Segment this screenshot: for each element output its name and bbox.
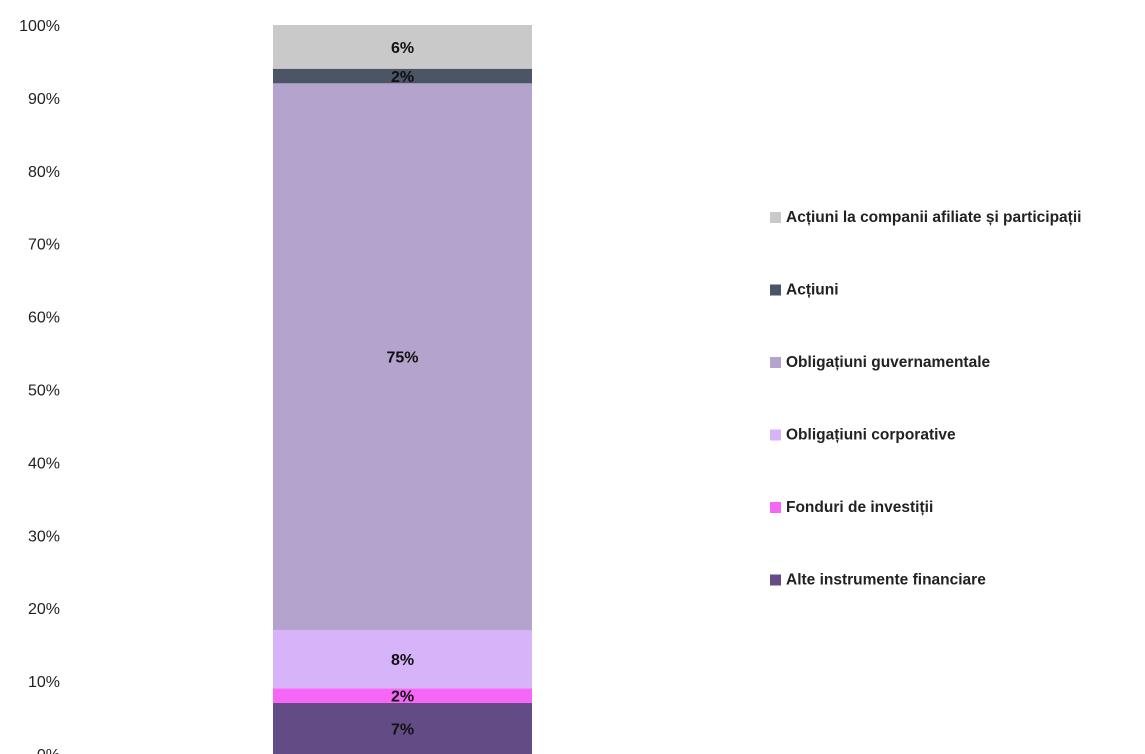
y-tick-label: 90% xyxy=(28,91,60,108)
legend-swatch xyxy=(770,502,781,513)
legend-label: Fonduri de investiții xyxy=(786,499,933,516)
legend-swatch xyxy=(770,357,781,368)
y-tick-label: 70% xyxy=(28,237,60,254)
y-tick-label: 50% xyxy=(28,383,60,400)
data-label: 2% xyxy=(391,69,414,86)
bar-segment xyxy=(273,25,532,69)
y-tick-label: 10% xyxy=(28,674,60,691)
y-tick-label: 100% xyxy=(19,18,60,35)
legend-label: Obligațiuni corporative xyxy=(786,427,956,444)
bar-segment xyxy=(273,630,532,689)
legend-swatch xyxy=(770,284,781,296)
y-tick-label: 80% xyxy=(28,164,60,181)
bar-stack xyxy=(273,25,532,754)
bar-segment xyxy=(273,688,532,703)
data-label: 7% xyxy=(391,721,414,738)
data-label: 6% xyxy=(391,40,414,57)
legend-swatch xyxy=(770,574,781,586)
legend-label: Acțiuni xyxy=(786,282,839,299)
bar-segment xyxy=(273,83,532,631)
y-axis: 0% 10% 20% 30% 40% 50% 60% 70% 80% 90% 100% xyxy=(19,18,60,754)
legend-swatch xyxy=(770,429,781,441)
data-label: 2% xyxy=(391,689,414,706)
data-labels: 7% 2% 8% 75% 2% 6% xyxy=(386,40,418,739)
legend-swatch xyxy=(770,212,781,223)
data-label: 75% xyxy=(386,350,418,367)
y-tick-label: 40% xyxy=(28,455,60,472)
bar-segment xyxy=(273,68,532,84)
legend-label: Obligațiuni guvernamentale xyxy=(786,354,990,371)
bar-segment xyxy=(273,702,532,754)
y-tick-label: 20% xyxy=(28,601,60,618)
legend-label: Acțiuni la companii afiliate și particip… xyxy=(786,209,1081,226)
y-tick-label: 0% xyxy=(37,747,60,754)
legend-label: Alte instrumente financiare xyxy=(786,572,986,589)
legend: Acțiuni la companii afiliate și particip… xyxy=(770,209,1081,589)
data-label: 8% xyxy=(391,652,414,669)
y-tick-label: 60% xyxy=(28,310,60,327)
y-tick-label: 30% xyxy=(28,528,60,545)
